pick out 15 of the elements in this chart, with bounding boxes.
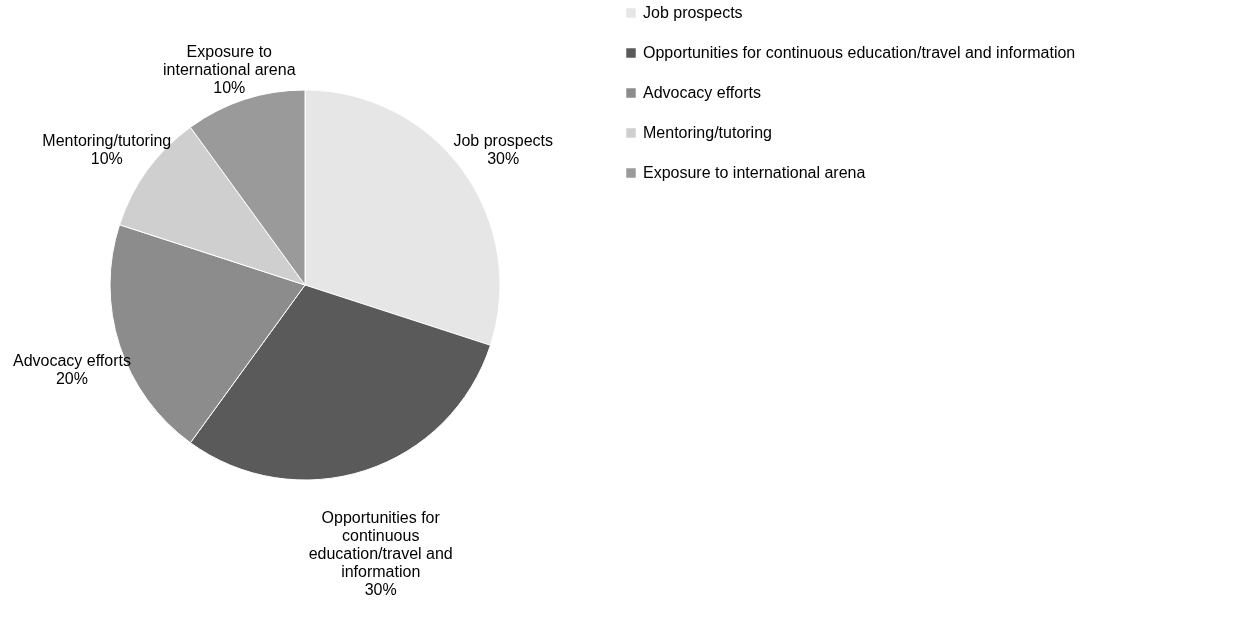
slice-label: Advocacy efforts	[13, 351, 131, 369]
legend-label: Job prospects	[643, 4, 743, 21]
slice-label: Opportunities for continuous education/travel and information	[308, 509, 453, 581]
slice-label: Exposure to international arena	[163, 42, 296, 78]
data-label: 10%	[213, 78, 246, 96]
slice-label: Job prospects	[453, 131, 554, 149]
legend-label: Opportunities for continuous education/travel and information	[643, 44, 1076, 61]
legend-label: Mentoring/tutoring	[643, 124, 772, 141]
legend-label: Advocacy efforts	[643, 84, 761, 101]
data-label: 20%	[55, 369, 89, 387]
data-label: 10%	[90, 149, 123, 167]
data-label: 30%	[487, 149, 520, 167]
data-label: 30%	[364, 581, 397, 599]
legend-label: Exposure to international arena	[643, 164, 866, 181]
slice-label: Mentoring/tutoring	[42, 131, 172, 149]
